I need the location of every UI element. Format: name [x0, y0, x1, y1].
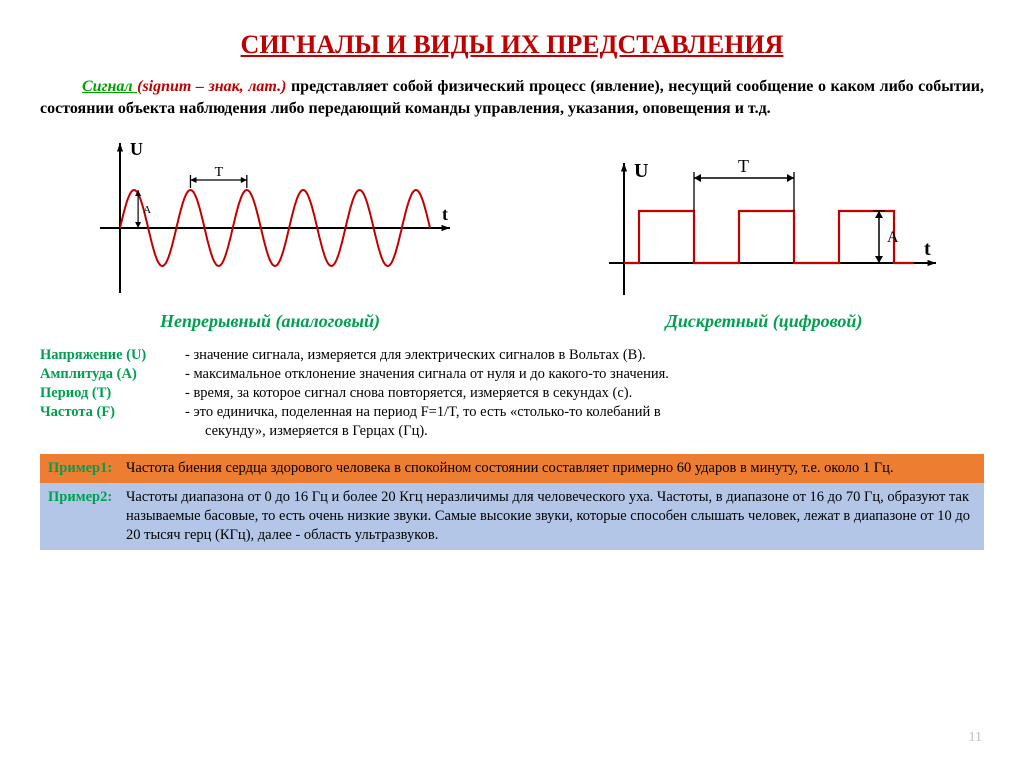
example-text: Частота биения сердца здорового человека…: [126, 459, 976, 478]
definition-term: Частота (F): [40, 403, 185, 422]
definition-term: Период (Т): [40, 384, 185, 403]
diagrams-row: Ut T A Непрерывный (аналоговый) Ut T A Дискр…: [40, 133, 984, 332]
svg-text:A: A: [887, 229, 899, 246]
definition-term: Амплитуда (А): [40, 365, 185, 384]
example-box: Пример2:Частоты диапазона от 0 до 16 Гц …: [40, 483, 984, 550]
digital-diagram: Ut T A Дискретный (цифровой): [584, 153, 944, 332]
svg-text:T: T: [215, 165, 224, 180]
svg-text:t: t: [442, 204, 448, 224]
definition-desc: - значение сигнала, измеряется для элект…: [185, 346, 984, 365]
definition-desc-cont: секунду», измеряется в Герцах (Гц).: [40, 422, 984, 441]
definition-desc: - время, за которое сигнал снова повторя…: [185, 384, 984, 403]
analog-caption: Непрерывный (аналоговый): [80, 311, 460, 332]
definition-row: Напряжение (U)- значение сигнала, измеря…: [40, 346, 984, 365]
definition-desc: - это единичка, поделенная на период F=1…: [185, 403, 984, 422]
definition-desc: - максимальное отклонение значения сигна…: [185, 365, 984, 384]
intro-paragraph: Сигнал (signum – знак, лат.) представляе…: [40, 76, 984, 119]
example-label: Пример2:: [48, 488, 126, 545]
svg-text:U: U: [130, 139, 143, 159]
svg-text:t: t: [924, 238, 931, 260]
digital-caption: Дискретный (цифровой): [584, 311, 944, 332]
svg-text:A: A: [143, 204, 151, 216]
definitions-list: Напряжение (U)- значение сигнала, измеря…: [40, 346, 984, 440]
definition-row: Период (Т)- время, за которое сигнал сно…: [40, 384, 984, 403]
definition-row: Частота (F)- это единичка, поделенная на…: [40, 403, 984, 422]
intro-etym: (signum – знак, лат.): [137, 78, 291, 95]
definition-term: Напряжение (U): [40, 346, 185, 365]
example-text: Частоты диапазона от 0 до 16 Гц и более …: [126, 488, 976, 545]
example-label: Пример1:: [48, 459, 126, 478]
analog-diagram: Ut T A Непрерывный (аналоговый): [80, 133, 460, 332]
page-number: 11: [969, 730, 982, 746]
examples-list: Пример1:Частота биения сердца здорового …: [40, 454, 984, 549]
page-title: СИГНАЛЫ И ВИДЫ ИХ ПРЕДСТАВЛЕНИЯ: [40, 30, 984, 60]
definition-row: Амплитуда (А)- максимальное отклонение з…: [40, 365, 984, 384]
svg-text:T: T: [738, 156, 749, 176]
intro-term: Сигнал: [40, 78, 137, 95]
svg-text:U: U: [634, 160, 648, 182]
example-box: Пример1:Частота биения сердца здорового …: [40, 454, 984, 483]
